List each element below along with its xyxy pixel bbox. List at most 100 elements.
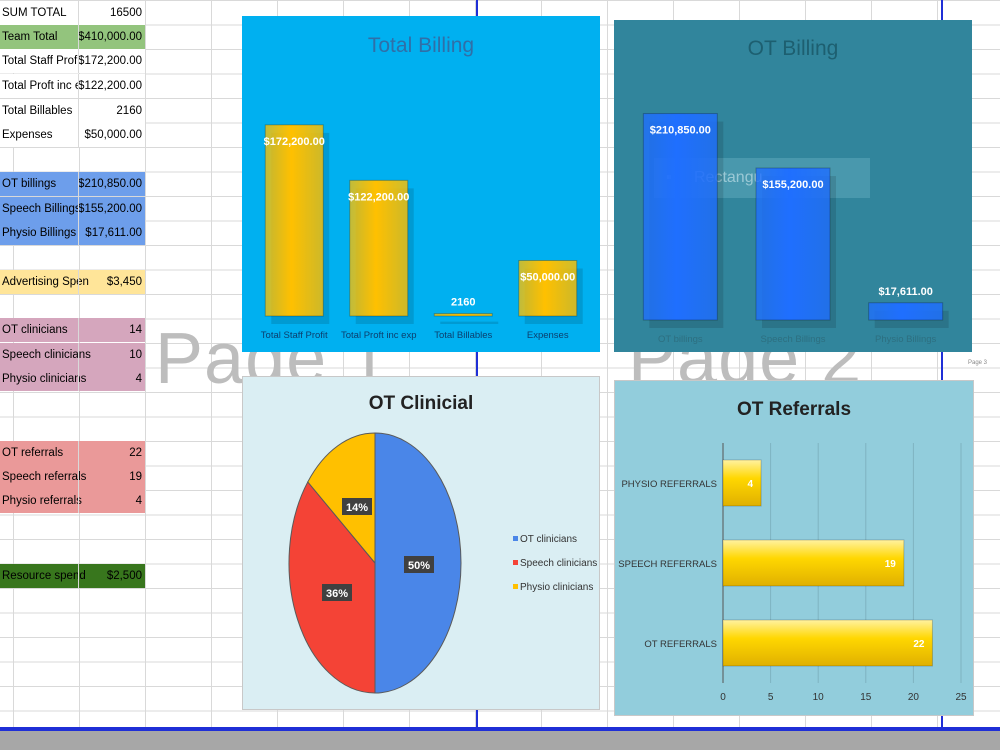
summary-label: Speech referrals	[2, 471, 87, 483]
bar	[755, 167, 831, 321]
bar-shadow	[440, 321, 499, 324]
summary-label: Speech Billings	[2, 203, 79, 215]
pie-data-label: 36%	[326, 588, 348, 600]
cell-divider	[78, 1, 79, 25]
legend-entry: OT clinicians	[520, 534, 577, 545]
cell-divider	[78, 123, 79, 147]
ot-referrals-chart[interactable]: OT Referrals 0 5 10 15 20 25 4 PHYSIO REFERRALS…	[614, 380, 974, 716]
cell-divider	[78, 197, 79, 221]
pie-label-box	[322, 584, 352, 601]
bar	[642, 113, 718, 321]
bar	[722, 539, 905, 587]
x-tick-label: 10	[813, 692, 825, 703]
cell-divider	[78, 343, 79, 367]
summary-label: Total Proft inc ex	[2, 80, 78, 92]
page-break-line	[941, 0, 943, 730]
bar-data-label: $17,611.00	[878, 286, 932, 298]
cell-divider	[78, 270, 79, 294]
summary-row[interactable]: Expenses $50,000.00	[0, 123, 145, 147]
summary-label: Physio referrals	[2, 495, 82, 507]
bar	[518, 260, 578, 317]
summary-row[interactable]: Total Staff Profit $172,200.00	[0, 49, 145, 73]
total-billing-chart[interactable]: Total Billing $172,200.00 Total Staff Pro…	[242, 16, 600, 352]
summary-value: $50,000.00	[84, 129, 142, 141]
summary-label: Physio Billings	[2, 227, 77, 239]
bar-data-label: 4	[748, 479, 754, 490]
summary-row[interactable]: Speech referrals 19	[0, 465, 145, 489]
summary-row[interactable]: OT billings $210,850.00	[0, 172, 145, 196]
ot-clinicial-chart[interactable]: OT Clinicial 50% 36% 14% OT clinicians Speec…	[242, 376, 600, 710]
chart-title: OT Referrals	[736, 399, 852, 420]
summary-label: Total Billables	[2, 105, 73, 117]
cell-divider	[78, 367, 79, 391]
summary-row[interactable]: Speech clinicians 10	[0, 343, 145, 367]
summary-row[interactable]: Resource spend $2,500	[0, 564, 145, 588]
x-tick-label: 20	[908, 692, 920, 703]
cell-divider	[78, 172, 79, 196]
summary-value: 4	[135, 373, 142, 385]
pie-label-box	[404, 556, 434, 573]
summary-label: Physio clinicians	[2, 373, 87, 385]
page-break-line	[476, 0, 478, 730]
bar	[264, 124, 324, 317]
category-label: PHYSIO REFERRALS	[621, 479, 717, 490]
bar-data-label: $210,850.00	[650, 125, 711, 137]
bar-data-label: $122,200.00	[348, 191, 409, 203]
bar-data-label: 2160	[451, 297, 475, 309]
summary-row[interactable]: Speech Billings $155,200.00	[0, 197, 145, 221]
summary-label: Resource spend	[2, 570, 86, 582]
status-bar	[0, 731, 1000, 750]
summary-row[interactable]: Physio referrals 4	[0, 489, 145, 513]
summary-label: OT billings	[2, 178, 57, 190]
cell-divider	[78, 465, 79, 489]
cell-divider	[78, 25, 79, 49]
summary-row[interactable]: Advertising Spen $3,450	[0, 270, 145, 294]
summary-value: 16500	[110, 7, 142, 19]
summary-value: $3,450	[106, 276, 142, 288]
chart-title: OT Clinicial	[368, 393, 474, 414]
legend-swatch	[513, 536, 518, 541]
summary-row[interactable]: Physio clinicians 4	[0, 367, 145, 391]
category-label: OT REFERRALS	[644, 639, 717, 650]
summary-value: $210,850.00	[78, 178, 142, 190]
ot-clinicial-plot: 50% 36% 14% OT clinicians Speech clinicians P…	[288, 432, 597, 694]
category-label: Total Staff Profit	[261, 330, 328, 341]
category-label: Total Proft inc exp	[341, 330, 417, 341]
summary-row[interactable]: SUM TOTAL 16500	[0, 1, 145, 25]
summary-row[interactable]: OT referrals 22	[0, 441, 145, 465]
bar-data-label: $172,200.00	[264, 136, 325, 148]
category-label: Total Billables	[434, 330, 492, 341]
summary-value: 14	[129, 324, 142, 336]
summary-row[interactable]: Physio Billings $17,611.00	[0, 221, 145, 245]
ot-billing-plot: $210,850.00 OT billings $155,200.00 Speech …	[642, 113, 949, 345]
summary-value: $172,200.00	[78, 55, 142, 67]
summary-value: 10	[129, 349, 142, 361]
chart-title: Total Billing	[367, 34, 475, 57]
summary-label: SUM TOTAL	[2, 7, 67, 19]
summary-row[interactable]: Team Total $410,000.00	[0, 25, 145, 49]
summary-row[interactable]: Total Billables 2160	[0, 99, 145, 123]
summary-value: 2160	[116, 105, 142, 117]
chart-title: OT Billing	[747, 37, 839, 60]
summary-row[interactable]: OT clinicians 14	[0, 318, 145, 342]
summary-label: OT clinicians	[2, 324, 68, 336]
bar	[868, 302, 944, 321]
ot-referrals-plot: 0 5 10 15 20 25 4 PHYSIO REFERRALS 19 SPEECH REFE…	[618, 443, 967, 703]
summary-value: $122,200.00	[78, 80, 142, 92]
pie-label-box	[342, 498, 372, 515]
summary-value: $17,611.00	[85, 227, 142, 239]
cell-divider	[78, 99, 79, 123]
legend-entry: Speech clinicians	[520, 558, 597, 569]
summary-value: $155,200.00	[78, 203, 142, 215]
summary-row[interactable]: Total Proft inc ex$122,200.00	[0, 74, 145, 98]
x-tick-label: 0	[720, 692, 726, 703]
category-label: Speech Billings	[761, 334, 826, 345]
x-tick-label: 15	[860, 692, 872, 703]
bar	[349, 179, 409, 317]
legend-swatch	[513, 560, 518, 565]
summary-label: Advertising Spen	[2, 276, 89, 288]
category-label: Physio Billings	[875, 334, 936, 345]
summary-value: $2,500	[106, 570, 142, 582]
cell-divider	[78, 49, 79, 73]
